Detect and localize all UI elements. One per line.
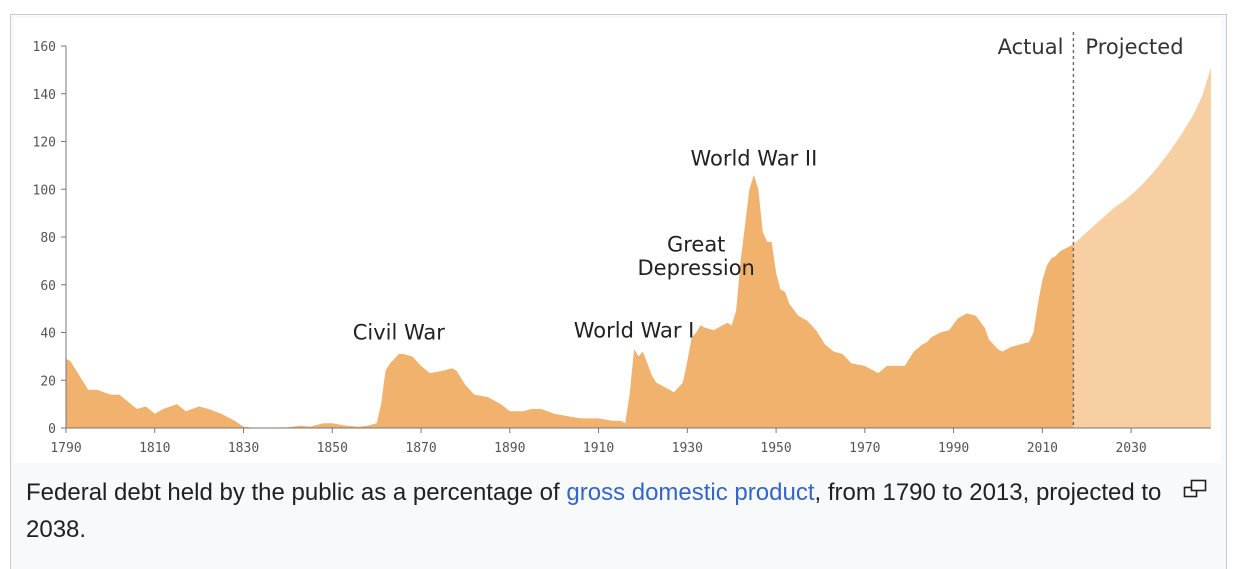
y-tick-label: 160: [33, 40, 56, 55]
x-tick-label: 1830: [228, 441, 259, 456]
x-tick-label: 1970: [849, 441, 880, 456]
y-tick-label: 60: [40, 279, 56, 294]
y-tick-label: 100: [33, 183, 56, 198]
debt-chart: 0 20 40 60 80 100 120 140 160 1790 1810 1830 1850 187…: [33, 32, 1211, 456]
actual-label: Actual: [998, 35, 1064, 59]
x-tick-label: 1810: [139, 441, 170, 456]
x-tick-label: 2030: [1115, 441, 1146, 456]
event-annotation: World War I: [574, 318, 695, 342]
projected-area: [1073, 67, 1211, 428]
caption-text-start: Federal debt held by the public as a per…: [26, 479, 567, 506]
x-tick-label: 1790: [50, 441, 81, 456]
figure-image[interactable]: 0 20 40 60 80 100 120 140 160 1790 1810 1830 1850 187…: [14, 18, 1221, 463]
y-tick-label: 140: [33, 88, 56, 103]
event-annotation: Civil War: [353, 321, 446, 345]
actual-area: [66, 174, 1074, 428]
gdp-link[interactable]: gross domestic product: [566, 479, 815, 506]
event-annotation: Great: [667, 232, 725, 256]
event-annotation: World War II: [690, 146, 817, 170]
x-tick-label: 1890: [494, 441, 525, 456]
x-tick-label: 1930: [672, 441, 703, 456]
x-tick-label: 1910: [583, 441, 614, 456]
x-tick-label: 1870: [405, 441, 436, 456]
y-tick-label: 20: [40, 374, 56, 389]
projected-label: Projected: [1085, 35, 1183, 59]
caption-text-end: , from 1790 to 2013, projected to 2038.: [26, 479, 1162, 543]
x-tick-label: 1850: [317, 441, 348, 456]
y-tick-label: 80: [40, 231, 56, 246]
magnify-icon[interactable]: [1183, 478, 1209, 500]
y-tick-label: 0: [48, 422, 56, 437]
x-tick-label: 1990: [938, 441, 969, 456]
event-annotation: Depression: [637, 256, 754, 280]
figure-caption: Federal debt held by the public as a per…: [26, 474, 1166, 548]
x-tick-label: 1950: [760, 441, 791, 456]
y-tick-label: 40: [40, 327, 56, 342]
y-tick-label: 120: [33, 136, 56, 151]
x-tick-label: 2010: [1027, 441, 1058, 456]
